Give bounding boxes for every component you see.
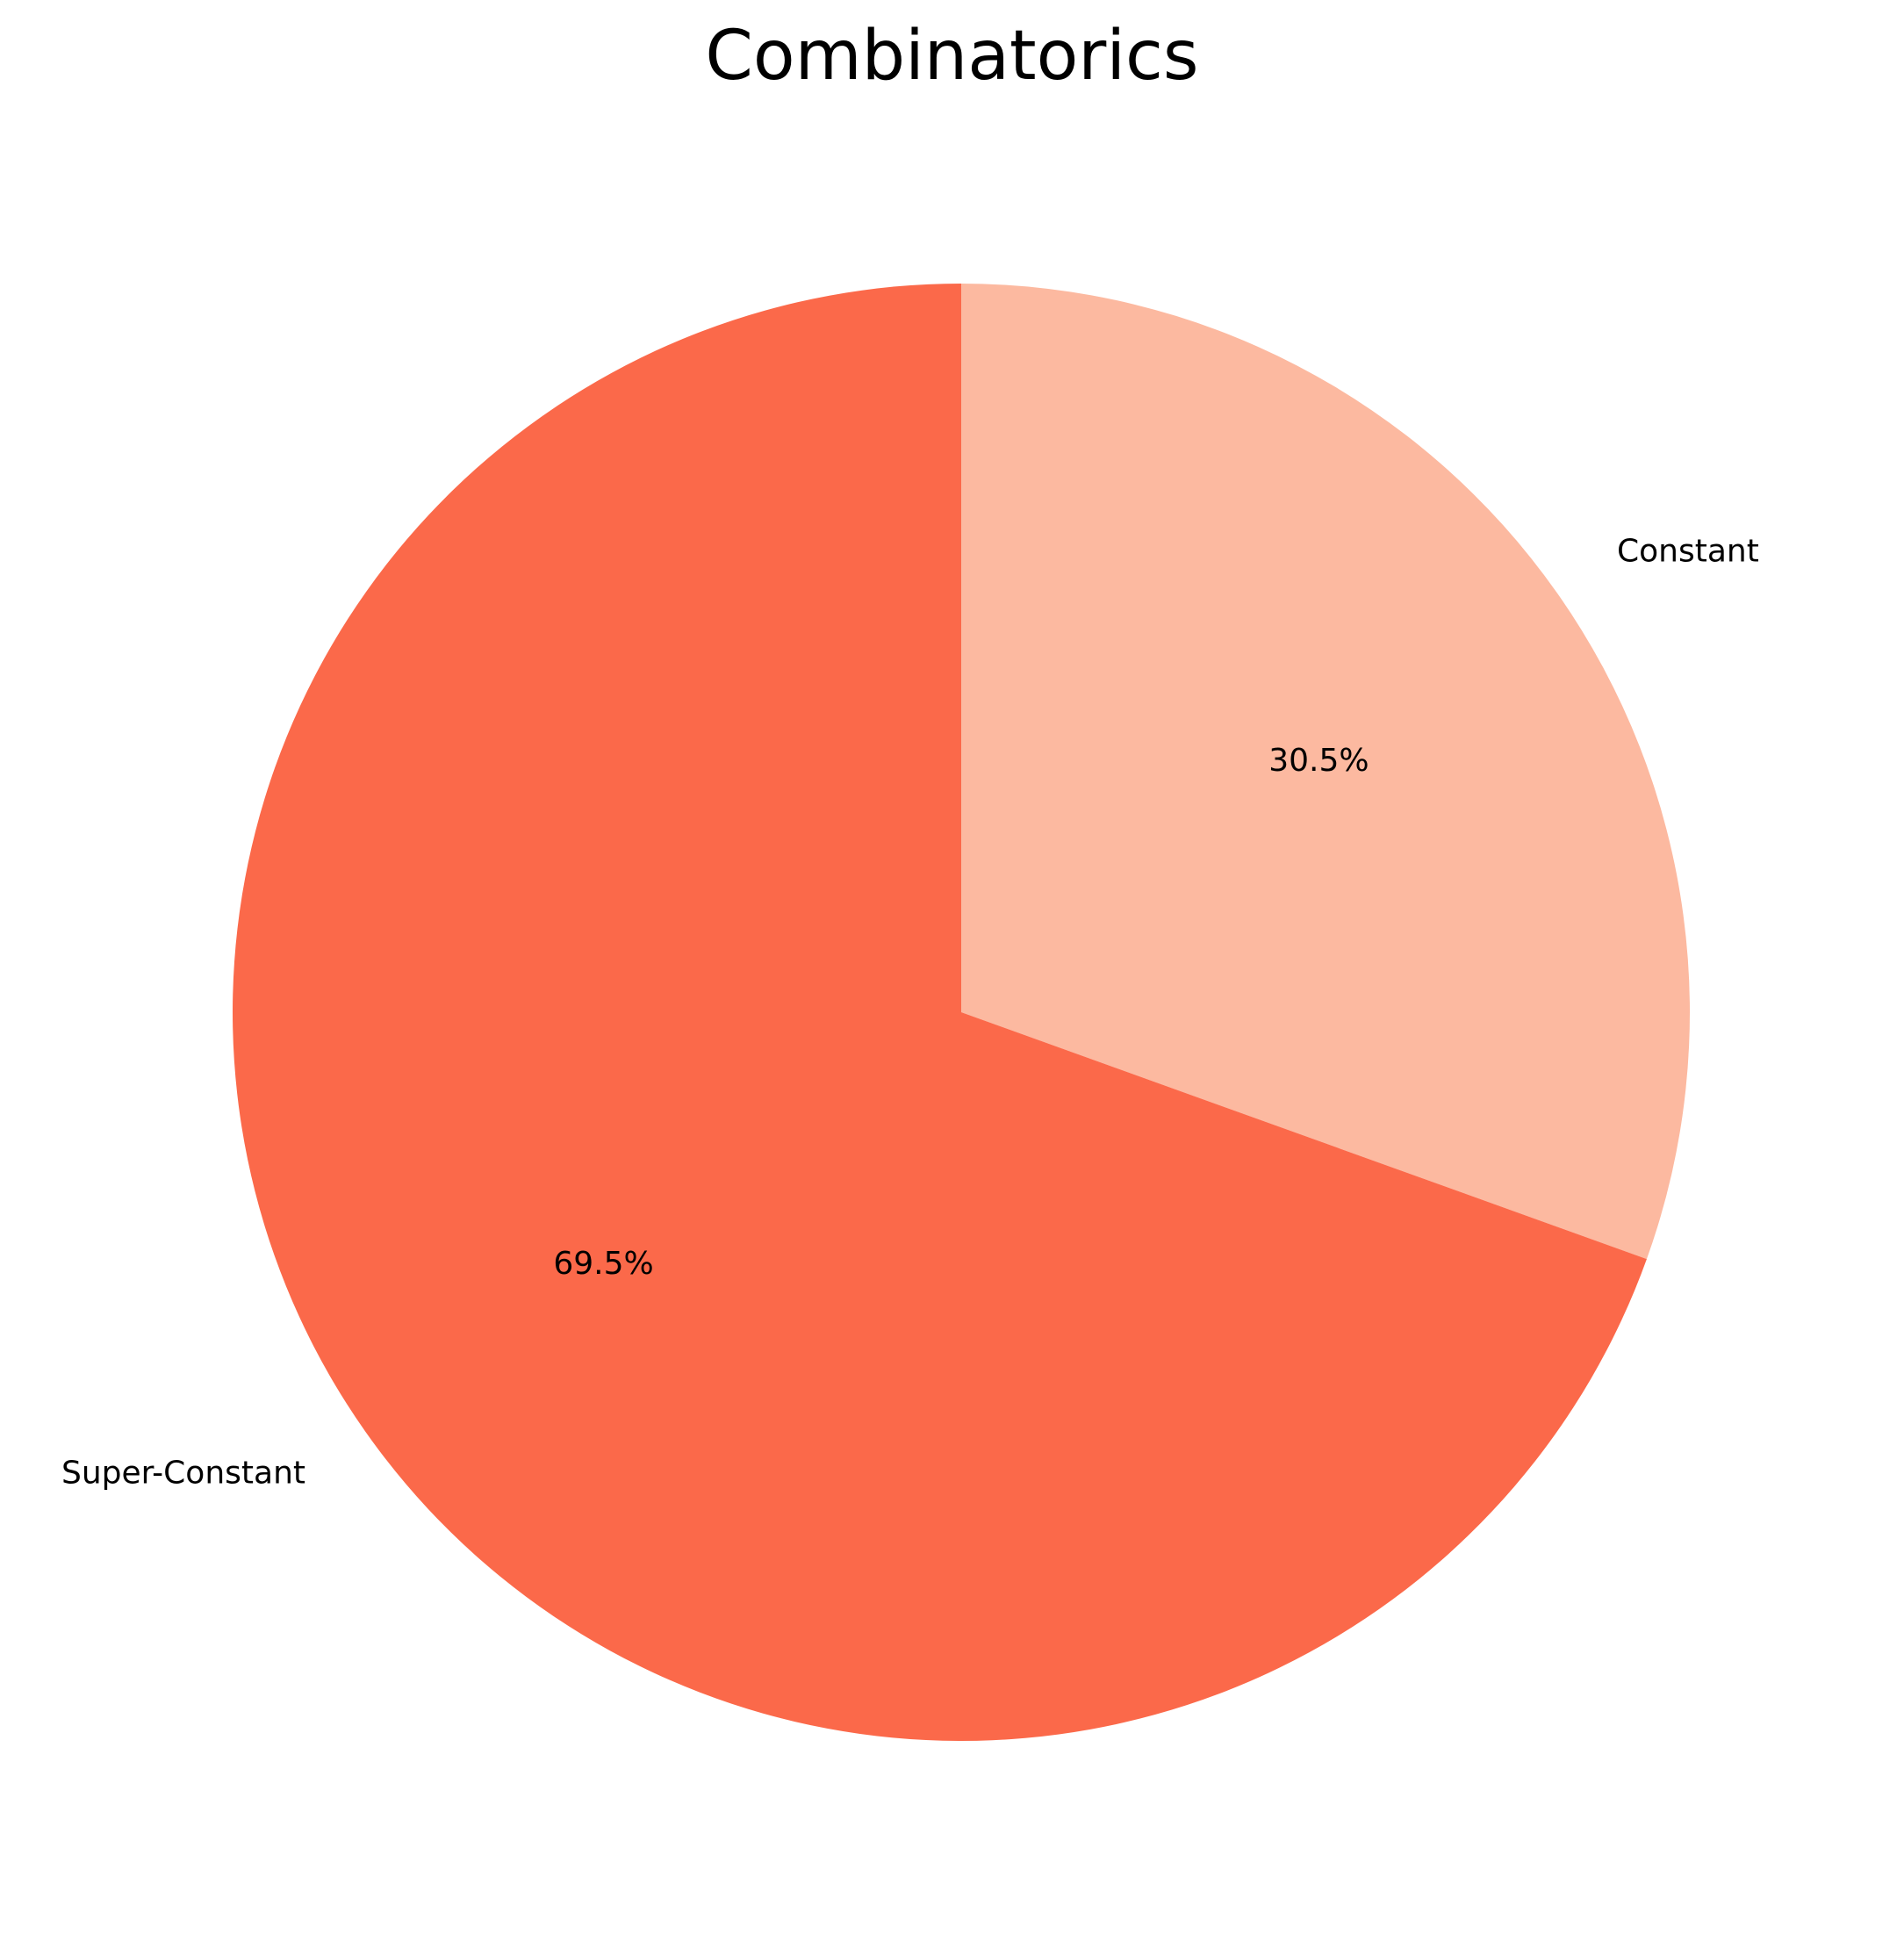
- pie-pct-label: 30.5%: [1268, 743, 1369, 779]
- pie-slice-super-constant: [232, 284, 1647, 1741]
- pie-category-label: Super-Constant: [61, 1455, 305, 1491]
- pie-slices: [232, 284, 1690, 1741]
- pie-slice-constant: [961, 284, 1690, 1260]
- pie-pct-label: 69.5%: [553, 1246, 653, 1282]
- pie-labels: 30.5% Constant 69.5% Super-Constant: [61, 534, 1759, 1492]
- chart-title: Combinatorics: [705, 17, 1199, 96]
- pie-category-label: Constant: [1617, 534, 1759, 570]
